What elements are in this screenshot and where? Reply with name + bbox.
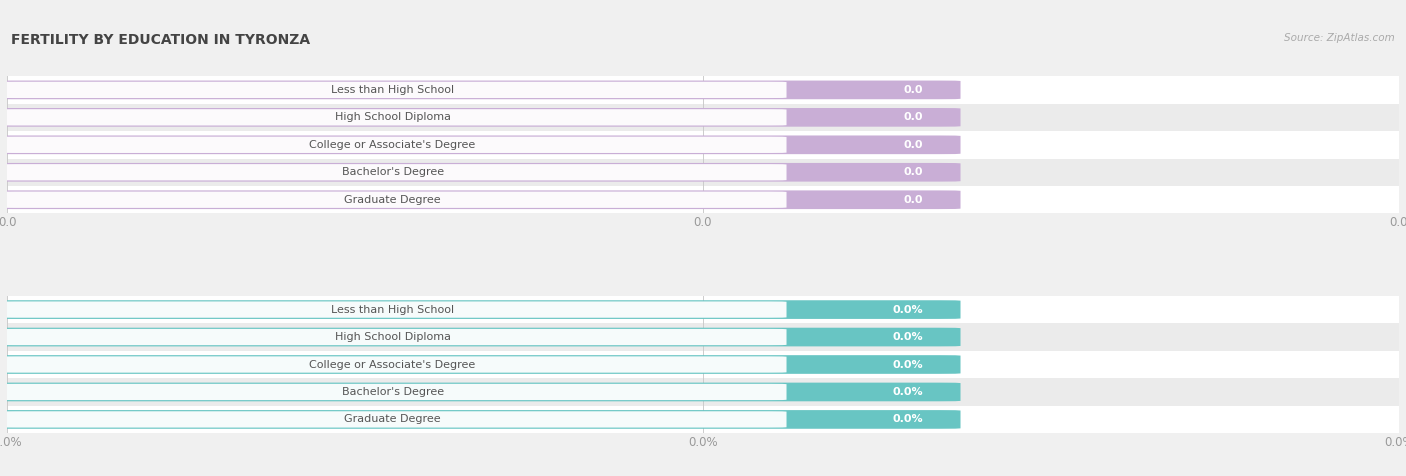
FancyBboxPatch shape <box>7 323 1399 351</box>
FancyBboxPatch shape <box>0 355 960 374</box>
FancyBboxPatch shape <box>7 104 1399 131</box>
FancyBboxPatch shape <box>7 76 1399 104</box>
Text: 0.0%: 0.0% <box>893 305 922 315</box>
FancyBboxPatch shape <box>0 357 786 373</box>
Text: College or Associate's Degree: College or Associate's Degree <box>309 140 475 150</box>
FancyBboxPatch shape <box>0 191 786 208</box>
Text: Graduate Degree: Graduate Degree <box>344 195 441 205</box>
FancyBboxPatch shape <box>7 296 1399 323</box>
Text: FERTILITY BY EDUCATION IN TYRONZA: FERTILITY BY EDUCATION IN TYRONZA <box>11 33 311 47</box>
Text: Bachelor's Degree: Bachelor's Degree <box>342 387 444 397</box>
Text: Graduate Degree: Graduate Degree <box>344 415 441 425</box>
FancyBboxPatch shape <box>0 136 960 154</box>
Text: 0.0: 0.0 <box>904 195 922 205</box>
FancyBboxPatch shape <box>7 406 1399 433</box>
FancyBboxPatch shape <box>0 384 786 400</box>
Text: 0.0: 0.0 <box>904 112 922 122</box>
FancyBboxPatch shape <box>0 300 960 319</box>
Text: 0.0%: 0.0% <box>893 387 922 397</box>
Text: Bachelor's Degree: Bachelor's Degree <box>342 167 444 177</box>
Text: Source: ZipAtlas.com: Source: ZipAtlas.com <box>1284 33 1395 43</box>
Text: Less than High School: Less than High School <box>330 85 454 95</box>
FancyBboxPatch shape <box>7 351 1399 378</box>
FancyBboxPatch shape <box>7 131 1399 159</box>
Text: 0.0: 0.0 <box>904 140 922 150</box>
FancyBboxPatch shape <box>7 159 1399 186</box>
FancyBboxPatch shape <box>0 108 960 127</box>
FancyBboxPatch shape <box>7 378 1399 406</box>
Text: College or Associate's Degree: College or Associate's Degree <box>309 359 475 369</box>
FancyBboxPatch shape <box>0 190 960 209</box>
FancyBboxPatch shape <box>0 80 960 99</box>
Text: 0.0%: 0.0% <box>893 415 922 425</box>
Text: Less than High School: Less than High School <box>330 305 454 315</box>
Text: 0.0%: 0.0% <box>893 359 922 369</box>
Text: High School Diploma: High School Diploma <box>335 332 450 342</box>
FancyBboxPatch shape <box>7 186 1399 213</box>
FancyBboxPatch shape <box>0 411 786 427</box>
FancyBboxPatch shape <box>0 301 786 318</box>
FancyBboxPatch shape <box>0 82 786 98</box>
Text: 0.0: 0.0 <box>904 167 922 177</box>
FancyBboxPatch shape <box>0 329 786 345</box>
Text: High School Diploma: High School Diploma <box>335 112 450 122</box>
FancyBboxPatch shape <box>0 163 960 182</box>
FancyBboxPatch shape <box>0 137 786 153</box>
FancyBboxPatch shape <box>0 383 960 401</box>
FancyBboxPatch shape <box>0 164 786 180</box>
FancyBboxPatch shape <box>0 327 960 347</box>
FancyBboxPatch shape <box>0 109 786 126</box>
Text: 0.0%: 0.0% <box>893 332 922 342</box>
Text: 0.0: 0.0 <box>904 85 922 95</box>
FancyBboxPatch shape <box>0 410 960 429</box>
